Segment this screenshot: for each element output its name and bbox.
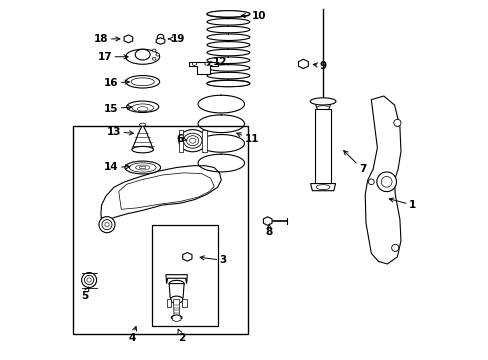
Ellipse shape: [309, 98, 335, 105]
Text: 13: 13: [106, 127, 133, 137]
Text: 11: 11: [236, 133, 259, 144]
Text: 10: 10: [241, 11, 265, 21]
Text: 12: 12: [207, 57, 226, 67]
Polygon shape: [166, 299, 171, 307]
Text: 14: 14: [104, 162, 130, 172]
Ellipse shape: [316, 106, 329, 110]
Ellipse shape: [132, 104, 153, 112]
Ellipse shape: [126, 101, 159, 112]
Polygon shape: [365, 96, 400, 264]
Text: 7: 7: [343, 150, 366, 174]
Polygon shape: [101, 166, 221, 223]
Ellipse shape: [137, 107, 148, 111]
Text: 15: 15: [104, 104, 131, 113]
Ellipse shape: [171, 315, 182, 320]
Polygon shape: [310, 184, 335, 191]
Ellipse shape: [367, 179, 373, 185]
Ellipse shape: [104, 222, 109, 227]
Ellipse shape: [125, 76, 160, 88]
Ellipse shape: [152, 57, 156, 60]
Ellipse shape: [376, 172, 396, 192]
Text: 6: 6: [176, 134, 186, 144]
Text: 2: 2: [178, 329, 185, 343]
Ellipse shape: [99, 217, 115, 233]
Text: 1: 1: [388, 198, 415, 210]
Ellipse shape: [125, 49, 160, 64]
Text: 5: 5: [81, 287, 88, 301]
Text: 9: 9: [313, 61, 326, 71]
Ellipse shape: [125, 37, 131, 41]
Ellipse shape: [300, 62, 305, 66]
Ellipse shape: [124, 161, 160, 174]
Polygon shape: [119, 173, 214, 209]
Ellipse shape: [170, 296, 183, 303]
Ellipse shape: [183, 133, 202, 148]
Polygon shape: [132, 125, 153, 150]
Ellipse shape: [156, 53, 159, 56]
Ellipse shape: [102, 220, 112, 230]
Polygon shape: [263, 217, 271, 225]
Ellipse shape: [179, 130, 206, 152]
Text: 4: 4: [128, 327, 136, 343]
Text: 3: 3: [200, 255, 226, 265]
Ellipse shape: [189, 138, 196, 143]
Ellipse shape: [204, 63, 209, 65]
Text: 19: 19: [168, 34, 185, 44]
Ellipse shape: [157, 34, 163, 40]
Ellipse shape: [84, 275, 94, 285]
Ellipse shape: [169, 280, 184, 287]
Ellipse shape: [87, 278, 91, 282]
Polygon shape: [169, 284, 184, 298]
Ellipse shape: [206, 11, 249, 17]
Polygon shape: [182, 299, 186, 307]
Ellipse shape: [206, 80, 249, 87]
Text: 18: 18: [94, 34, 120, 44]
Polygon shape: [172, 315, 181, 322]
Ellipse shape: [184, 255, 189, 259]
Text: 16: 16: [104, 78, 129, 88]
Polygon shape: [315, 102, 330, 108]
Text: 8: 8: [264, 224, 272, 237]
Ellipse shape: [316, 185, 329, 190]
Ellipse shape: [192, 63, 196, 65]
Ellipse shape: [139, 166, 145, 169]
Polygon shape: [315, 109, 330, 184]
Ellipse shape: [186, 136, 198, 146]
Ellipse shape: [81, 273, 97, 288]
Ellipse shape: [139, 123, 145, 126]
Polygon shape: [202, 130, 206, 152]
Polygon shape: [189, 62, 217, 73]
Polygon shape: [124, 35, 132, 43]
Ellipse shape: [152, 49, 156, 52]
Text: 17: 17: [98, 52, 128, 62]
Polygon shape: [179, 130, 183, 152]
Ellipse shape: [131, 78, 154, 86]
Ellipse shape: [132, 147, 153, 153]
Polygon shape: [173, 300, 180, 318]
Polygon shape: [183, 252, 192, 261]
Bar: [151, 225, 217, 327]
Polygon shape: [156, 38, 164, 44]
Polygon shape: [298, 59, 308, 68]
Ellipse shape: [393, 119, 400, 126]
Ellipse shape: [135, 49, 150, 60]
Polygon shape: [165, 275, 187, 284]
Ellipse shape: [381, 176, 391, 187]
Ellipse shape: [129, 163, 156, 172]
Ellipse shape: [135, 165, 149, 170]
Bar: [73, 126, 247, 334]
Ellipse shape: [391, 244, 398, 251]
